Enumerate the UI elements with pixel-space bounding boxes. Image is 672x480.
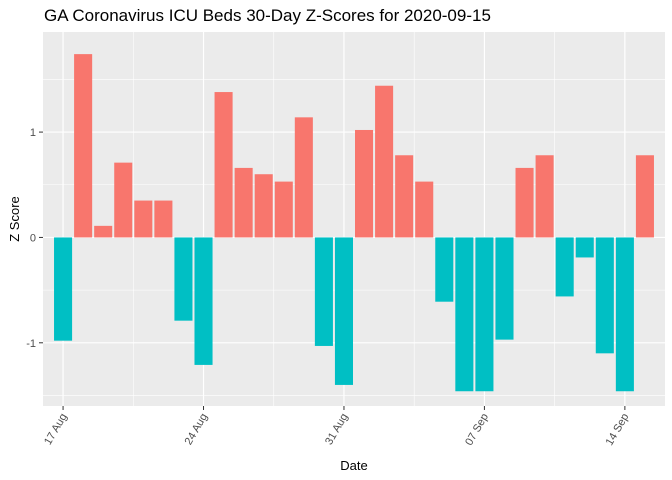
bar <box>274 181 293 238</box>
bar <box>455 237 474 392</box>
bar <box>54 237 73 341</box>
bar <box>615 237 634 392</box>
bar <box>154 200 173 238</box>
bar <box>515 167 534 238</box>
bar <box>214 92 233 238</box>
bars <box>54 54 654 392</box>
bar <box>555 237 574 297</box>
y-tick-label: 1 <box>30 127 36 139</box>
y-tick-label: 0 <box>30 232 36 244</box>
y-tick-label: -1 <box>26 338 36 350</box>
bar <box>234 167 253 238</box>
bar <box>334 237 353 385</box>
bar <box>535 155 554 238</box>
bar <box>395 155 414 238</box>
bar <box>134 200 153 238</box>
x-axis-label: Date <box>340 458 367 473</box>
bar <box>174 237 193 321</box>
x-tick-label: 14 Sep <box>604 412 632 448</box>
bar <box>74 54 93 238</box>
bar <box>114 162 133 238</box>
bar <box>415 181 434 238</box>
bar <box>194 237 213 365</box>
bar <box>595 237 614 354</box>
bar <box>475 237 494 392</box>
bar <box>94 225 113 238</box>
bar <box>635 155 654 238</box>
x-tick-label: 07 Sep <box>463 412 491 448</box>
bar <box>435 237 454 302</box>
bar <box>575 237 594 258</box>
bar <box>294 117 313 238</box>
bar <box>355 129 374 238</box>
bar <box>314 237 333 346</box>
x-tick-label: 17 Aug <box>42 412 70 448</box>
chart-title: GA Coronavirus ICU Beds 30-Day Z-Scores … <box>44 6 491 25</box>
y-axis-ticks: -1 0 1 <box>26 127 43 350</box>
x-axis-ticks: 17 Aug 24 Aug 31 Aug 07 Sep 14 Sep <box>42 406 631 448</box>
bar <box>495 237 514 340</box>
x-tick-label: 24 Aug <box>183 412 211 448</box>
y-axis-label: Z Score <box>7 196 22 242</box>
x-tick-label: 31 Aug <box>323 412 351 448</box>
bar <box>254 174 273 238</box>
bar <box>375 85 394 238</box>
